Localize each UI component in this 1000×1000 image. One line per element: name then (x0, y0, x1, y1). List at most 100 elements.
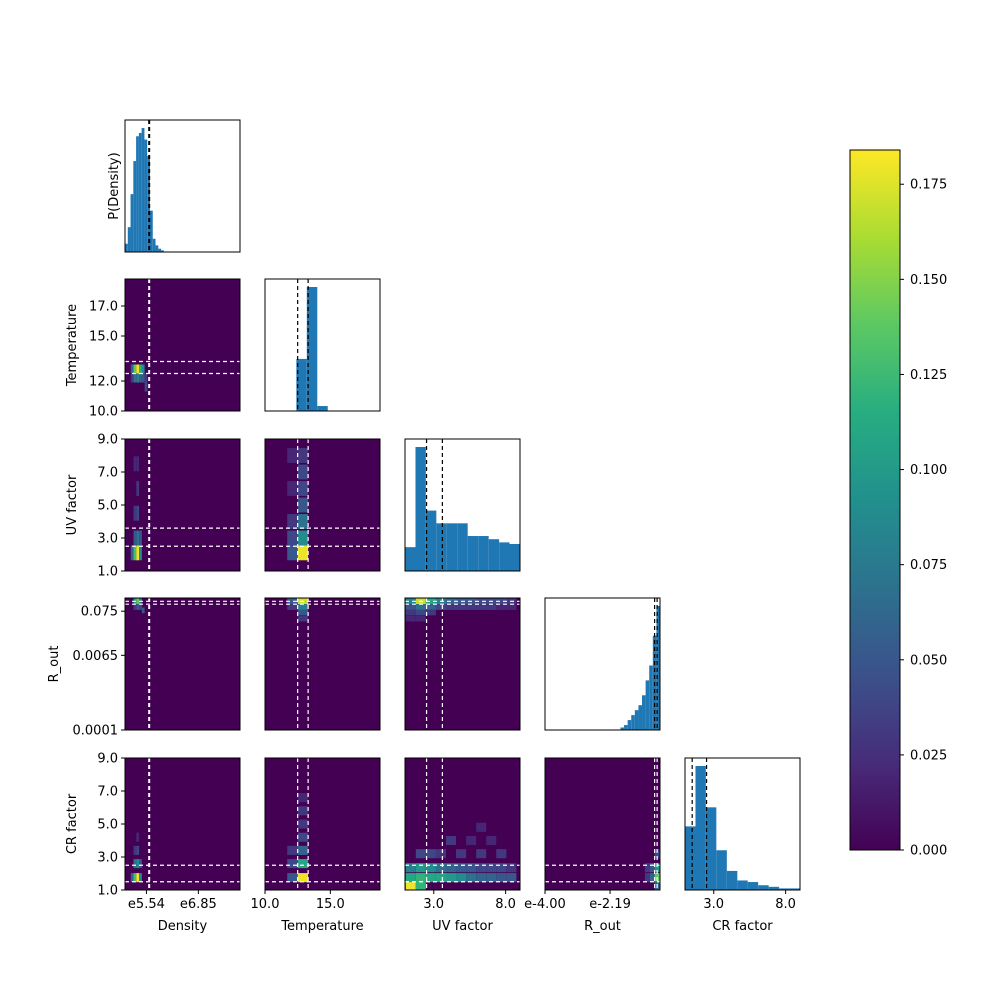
heatmap-cell (654, 849, 660, 859)
y-tick-label: 3.0 (97, 851, 118, 866)
y-tick-label: 10.0 (89, 405, 118, 420)
panel-frame (684, 757, 801, 891)
x-axis-label: R_out (584, 919, 621, 934)
heatmap-cell (287, 604, 298, 610)
heatmap-cell (506, 873, 517, 883)
heatmap-cell (297, 873, 309, 883)
panel-frame (544, 757, 661, 891)
heatmap-cell (476, 598, 487, 605)
y-tick-label: 12.0 (89, 375, 118, 390)
histogram-bar (158, 248, 162, 252)
heatmap-cell (136, 598, 140, 605)
heatmap-cell (287, 514, 298, 529)
heatmap-cell (476, 604, 487, 610)
panel-frame (264, 278, 381, 412)
heatmap-cell (287, 598, 298, 605)
x-tick-label: 3.0 (423, 897, 444, 912)
histogram-bar (306, 287, 318, 411)
histogram-panel-r_out (545, 598, 660, 730)
heatmap-cell (456, 849, 467, 859)
histogram-panel-temperature (265, 279, 380, 411)
heatmap-cell (133, 373, 137, 383)
y-tick-label: 15.0 (89, 330, 118, 345)
heatmap-background (125, 598, 240, 730)
y-axis-label: R_out (47, 646, 62, 683)
heatmap-cell (139, 530, 142, 546)
x-tick-label: 8.0 (495, 897, 516, 912)
heatmap-cell (287, 873, 298, 883)
colorbar-tick-label: 0.150 (910, 273, 947, 288)
heatmap-cell (476, 863, 487, 873)
histogram-bar (695, 766, 706, 890)
histogram-bar (705, 807, 717, 890)
heatmap-cell (297, 609, 309, 616)
x-tick-label: e6.85 (180, 897, 217, 912)
x-axis-label: UV factor (432, 919, 493, 934)
heatmap-cell (133, 604, 137, 610)
heatmap-cell (133, 859, 137, 869)
y-tick-label: 7.0 (97, 466, 118, 481)
heatmap-panel-density-vs-r_out (125, 598, 240, 730)
heatmap-cell (405, 604, 416, 610)
heatmap-cell (139, 873, 142, 883)
heatmap-cell (287, 448, 298, 463)
heatmap-background (265, 758, 380, 890)
y-tick-label: 7.0 (97, 785, 118, 800)
heatmap-cell (297, 806, 309, 816)
histogram-bar (457, 523, 468, 571)
heatmap-cell (297, 604, 309, 610)
heatmap-cell (130, 364, 134, 374)
heatmap-cell (297, 464, 309, 480)
heatmap-cell (496, 849, 507, 859)
heatmap-cell (139, 373, 142, 383)
heatmap-cell (405, 615, 416, 622)
heatmap-cell (466, 873, 477, 883)
x-tick-label: e5.54 (128, 897, 165, 912)
colorbar-tick-label: 0.050 (910, 653, 947, 668)
heatmap-cell (141, 373, 145, 383)
heatmap-cell (415, 604, 426, 610)
histogram-bar (789, 888, 800, 890)
histogram-bar (133, 161, 137, 252)
histogram-bar (737, 880, 748, 890)
heatmap-cell (506, 604, 517, 610)
histogram-bar (130, 194, 134, 252)
heatmap-cell (445, 873, 457, 883)
heatmap-cell (466, 863, 477, 873)
histogram-bar (141, 128, 145, 252)
heatmap-cell (415, 881, 426, 890)
heatmap-cell (415, 615, 426, 622)
histogram-panel-uv-factor (405, 439, 520, 571)
heatmap-cell (435, 604, 446, 610)
heatmap-panel-temperature-vs-r_out (265, 598, 380, 730)
colorbar-tick-label: 0.125 (910, 368, 947, 383)
x-tick-label: e-4.00 (524, 897, 566, 912)
heatmap-cell (139, 604, 142, 610)
heatmap-cell (130, 873, 134, 883)
histogram-panel-density (125, 120, 240, 252)
histogram-bar (685, 826, 696, 890)
heatmap-cell (133, 364, 137, 374)
y-tick-label: 0.075 (81, 605, 118, 620)
histogram-bar (425, 510, 437, 571)
heatmap-cell (476, 873, 487, 883)
histogram-bar (155, 245, 159, 252)
heatmap-cell (425, 863, 436, 873)
heatmap-cell (425, 598, 436, 605)
heatmap-cell (486, 863, 497, 873)
heatmap-cell (297, 481, 309, 496)
heatmap-cell (445, 835, 457, 846)
heatmap-cell (486, 873, 497, 883)
histogram-bar (149, 210, 153, 252)
colorbar: 0.000 0.025 0.050 0.075 0.100 0.125 0.150 0.175 (849, 149, 947, 859)
heatmap-cell (425, 873, 436, 883)
heatmap-cell (297, 615, 309, 622)
heatmap-cell (466, 835, 477, 846)
heatmap-cell (456, 604, 467, 610)
histogram-bar (446, 523, 458, 571)
heatmap-cell (496, 873, 507, 883)
histogram-bar (144, 139, 148, 252)
heatmap-cell (130, 545, 134, 561)
heatmap-cell (435, 873, 446, 883)
